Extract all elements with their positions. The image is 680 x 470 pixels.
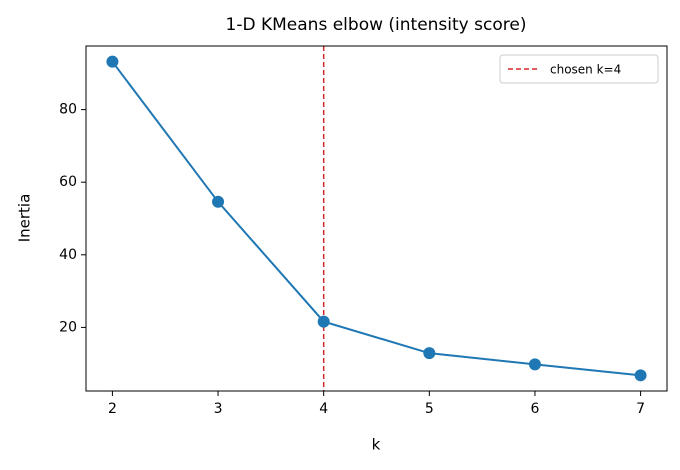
x-tick-label: 3 <box>214 401 223 417</box>
data-point <box>212 195 225 208</box>
y-tick-label: 60 <box>59 174 77 190</box>
legend-box <box>499 54 659 84</box>
x-tick-label: 4 <box>319 401 328 417</box>
data-point <box>106 55 119 68</box>
y-tick-label: 40 <box>59 247 77 263</box>
data-point <box>423 347 436 360</box>
y-axis-label: Inertia <box>16 194 34 243</box>
x-tick-label: 7 <box>636 401 645 417</box>
y-tick-label: 80 <box>59 102 77 118</box>
data-point <box>634 369 647 382</box>
data-point <box>317 315 330 328</box>
x-axis-label: k <box>372 436 381 454</box>
legend-label: chosen k=4 <box>550 63 621 77</box>
chart-title: 1-D KMeans elbow (intensity score) <box>226 15 527 35</box>
x-tick-label: 6 <box>530 401 539 417</box>
plot-frame <box>85 45 668 392</box>
y-tick-label: 20 <box>59 319 77 335</box>
data-line <box>111 61 641 377</box>
data-point <box>528 358 541 371</box>
x-tick-label: 5 <box>425 401 434 417</box>
x-tick-label: 2 <box>108 401 117 417</box>
